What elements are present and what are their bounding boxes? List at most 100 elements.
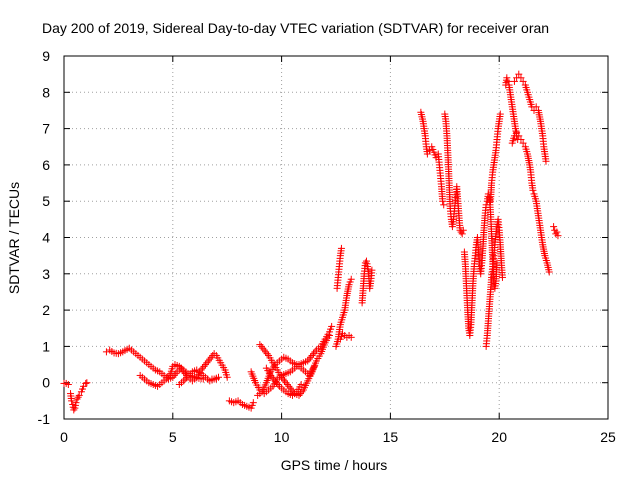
- data-point-plus: [515, 132, 523, 140]
- data-point-plus: [517, 135, 525, 143]
- data-point-plus: [199, 364, 207, 372]
- data-point-plus: [175, 362, 183, 370]
- x-axis-label: GPS time / hours: [281, 457, 388, 473]
- data-point-plus: [178, 366, 186, 374]
- data-point-plus: [201, 361, 209, 369]
- y-tick-label: 7: [42, 121, 50, 137]
- data-point-plus: [285, 382, 293, 390]
- data-point-plus: [249, 399, 257, 407]
- data-point-plus: [368, 266, 376, 274]
- data-point-plus: [257, 342, 265, 350]
- y-axis-label: SDTVAR / TECUs: [6, 182, 22, 294]
- data-point-plus: [177, 364, 185, 372]
- x-tick-label: 25: [600, 429, 616, 445]
- y-tick-label: 8: [42, 84, 50, 100]
- y-tick-label: 3: [42, 266, 50, 282]
- data-point-plus: [304, 357, 312, 365]
- data-point-plus: [515, 70, 523, 78]
- data-point-plus: [347, 275, 355, 283]
- x-tick-label: 5: [169, 429, 177, 445]
- x-tick-label: 15: [383, 429, 399, 445]
- data-point-plus: [271, 377, 279, 385]
- data-point-plus: [519, 77, 527, 85]
- data-point-plus: [513, 128, 521, 136]
- data-point-plus: [305, 355, 313, 363]
- data-point-plus: [517, 74, 525, 82]
- data-point-plus: [496, 110, 504, 118]
- data-point-plus: [328, 322, 336, 330]
- y-tick-label: 0: [42, 375, 50, 391]
- data-point-plus: [423, 150, 431, 158]
- data-point-plus: [259, 344, 267, 352]
- data-point-plus: [262, 348, 270, 356]
- data-points: [60, 70, 562, 414]
- data-point-plus: [510, 77, 518, 85]
- data-point-plus: [459, 226, 467, 234]
- data-point-plus: [206, 355, 214, 363]
- data-point-plus: [283, 381, 291, 389]
- data-point-plus: [504, 77, 512, 85]
- x-tick-label: 10: [274, 429, 290, 445]
- data-point-plus: [274, 381, 282, 389]
- data-point-plus: [310, 350, 318, 358]
- data-point-plus: [308, 351, 316, 359]
- data-point-plus: [162, 375, 170, 383]
- data-point-plus: [165, 371, 173, 379]
- data-point-plus: [498, 273, 506, 281]
- data-point-plus: [532, 103, 540, 111]
- data-point-plus: [337, 244, 345, 252]
- chart-title: Day 200 of 2019, Sidereal Day-to-day VTE…: [42, 20, 549, 36]
- y-tick-label: 1: [42, 338, 50, 354]
- data-point-plus: [273, 379, 281, 387]
- data-point-plus: [529, 186, 537, 194]
- data-point-plus: [183, 373, 191, 381]
- data-point-plus: [68, 397, 76, 405]
- data-point-plus: [260, 346, 268, 354]
- y-tick-label: 2: [42, 302, 50, 318]
- data-point-plus: [268, 373, 276, 381]
- data-point-plus: [519, 139, 527, 147]
- data-point-plus: [545, 268, 553, 276]
- y-tick-label: 9: [42, 48, 50, 64]
- data-point-plus: [278, 373, 286, 381]
- data-point-plus: [311, 348, 319, 356]
- data-point-plus: [256, 341, 264, 349]
- data-point-plus: [204, 357, 212, 365]
- data-point-plus: [554, 232, 562, 240]
- data-point-plus: [286, 384, 294, 392]
- y-tick-label: 4: [42, 230, 50, 246]
- data-point-plus: [75, 391, 83, 399]
- data-point-plus: [440, 201, 448, 209]
- data-point-plus: [82, 379, 90, 387]
- data-point-plus: [267, 371, 275, 379]
- data-point-plus: [503, 74, 511, 82]
- data-point-plus: [347, 333, 355, 341]
- data-point-plus: [325, 332, 333, 340]
- data-point-plus: [83, 379, 91, 387]
- data-point-plus: [282, 379, 290, 387]
- data-point-plus: [297, 381, 305, 389]
- x-tick-label: 0: [60, 429, 68, 445]
- data-point-plus: [458, 230, 466, 238]
- data-point-plus: [288, 386, 296, 394]
- data-point-plus: [64, 381, 72, 389]
- data-point-plus: [310, 362, 318, 370]
- data-point-plus: [74, 393, 82, 401]
- data-point-plus: [542, 157, 550, 165]
- data-point-plus: [73, 395, 81, 403]
- y-tick-label: -1: [38, 411, 51, 427]
- data-point-plus: [207, 353, 215, 361]
- data-point-plus: [70, 406, 78, 414]
- data-point-plus: [279, 375, 287, 383]
- data-point-plus: [223, 373, 231, 381]
- data-point-plus: [295, 391, 303, 399]
- data-point-plus: [263, 350, 271, 358]
- data-point-plus: [270, 375, 278, 383]
- x-tick-label: 20: [491, 429, 507, 445]
- data-point-plus: [181, 375, 189, 383]
- y-tick-label: 6: [42, 157, 50, 173]
- data-point-plus: [203, 359, 211, 367]
- data-point-plus: [214, 373, 222, 381]
